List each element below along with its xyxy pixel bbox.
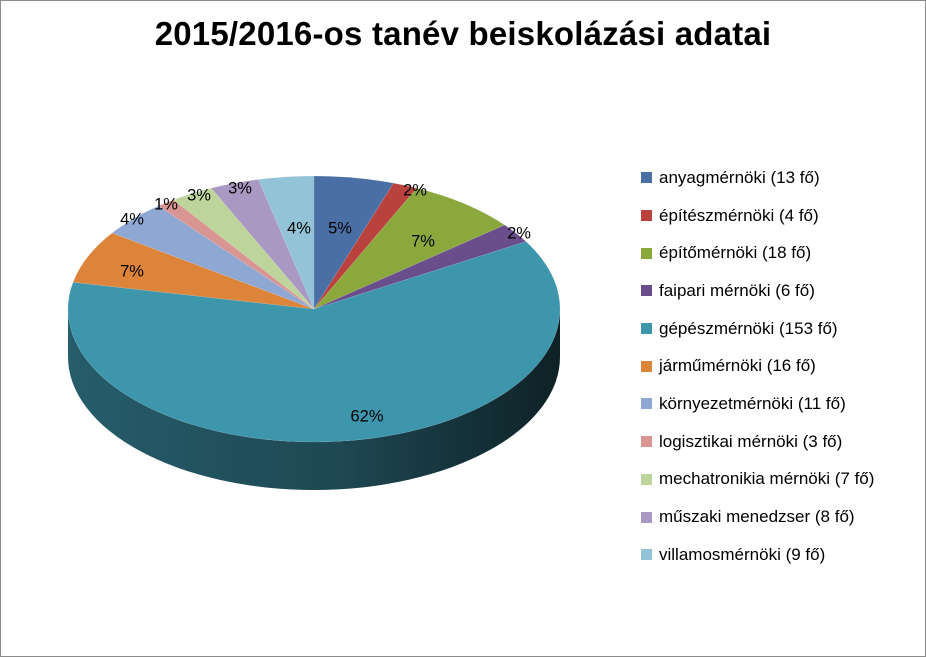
pie-slice-8 <box>157 199 315 310</box>
data-label-1: 5% <box>328 219 352 237</box>
pie-data-labels: 5% 2% 7% 2% 62% 7% 4% 1% 3% 3% 4% <box>120 179 531 425</box>
pie-side-5 <box>68 309 560 490</box>
pie-slice-4 <box>313 224 527 310</box>
legend-label: logisztikai mérnöki (3 fő) <box>659 431 843 451</box>
legend-swatch <box>641 247 652 259</box>
pie-slice-5 <box>67 241 561 443</box>
legend-swatch <box>641 285 652 297</box>
legend-label: környezetmérnöki (11 fő) <box>659 393 846 413</box>
data-label-10: 3% <box>228 179 252 197</box>
pie-slice-2 <box>313 182 418 310</box>
legend-label: gépészmérnöki (153 fő) <box>659 318 838 338</box>
legend-item-4: faipari mérnöki (6 fő) <box>641 272 874 310</box>
legend-label: építészmérnöki (4 fő) <box>659 205 819 225</box>
legend-swatch <box>641 473 652 485</box>
data-label-2: 2% <box>403 181 427 199</box>
pie-slice-7 <box>111 205 315 310</box>
legend-item-9: mechatronikia mérnöki (7 fő) <box>641 461 874 499</box>
data-label-4: 2% <box>507 224 531 242</box>
legend-swatch <box>641 511 652 523</box>
pie-slice-6 <box>72 232 315 310</box>
pie-slice-3 <box>313 187 506 310</box>
legend-label: villamosmérnöki (9 fő) <box>659 544 826 564</box>
legend-label: anyagmérnöki (13 fő) <box>659 167 820 187</box>
data-label-6: 7% <box>120 262 144 280</box>
pie-slice-10 <box>210 179 315 310</box>
data-label-5: 62% <box>350 407 383 425</box>
pie-side-walls <box>68 309 560 490</box>
legend-label: építőmérnöki (18 fő) <box>659 243 812 263</box>
legend-item-3: építőmérnöki (18 fő) <box>641 234 874 272</box>
legend-item-1: anyagmérnöki (13 fő) <box>641 159 874 197</box>
legend-swatch <box>641 172 652 184</box>
legend-label: faipari mérnöki (6 fő) <box>659 280 815 300</box>
legend-label: mechatronikia mérnöki (7 fő) <box>659 469 875 489</box>
legend-swatch <box>641 436 652 448</box>
data-label-8: 1% <box>154 195 178 213</box>
pie-slice-1 <box>313 175 395 311</box>
legend-swatch <box>641 323 652 335</box>
legend-swatch <box>641 210 652 222</box>
legend-swatch <box>641 360 652 372</box>
chart-title: 2015/2016-os tanév beiskolázási adatai <box>154 15 772 52</box>
legend-label: műszaki menedzser (8 fő) <box>659 507 855 527</box>
data-label-11: 4% <box>287 219 311 237</box>
pie-slice-9 <box>172 187 315 310</box>
legend-swatch <box>641 549 652 561</box>
legend-item-10: műszaki menedzser (8 fő) <box>641 498 874 536</box>
legend-item-6: járműmérnöki (16 fő) <box>641 347 874 385</box>
legend-item-2: építészmérnöki (4 fő) <box>641 197 874 235</box>
chart-legend: anyagmérnöki (13 fő) építészmérnöki (4 fő… <box>641 159 874 574</box>
legend-item-5: gépészmérnöki (153 fő) <box>641 310 874 348</box>
data-label-9: 3% <box>187 186 211 204</box>
pie-slice-11 <box>257 175 315 310</box>
legend-item-8: logisztikai mérnöki (3 fő) <box>641 423 874 461</box>
legend-item-11: villamosmérnöki (9 fő) <box>641 536 874 574</box>
legend-item-7: környezetmérnöki (11 fő) <box>641 385 874 423</box>
pie-top <box>67 175 561 443</box>
data-label-7: 4% <box>120 210 144 228</box>
data-label-3: 7% <box>411 232 435 250</box>
legend-swatch <box>641 398 652 410</box>
legend-label: járműmérnöki (16 fő) <box>659 356 816 376</box>
